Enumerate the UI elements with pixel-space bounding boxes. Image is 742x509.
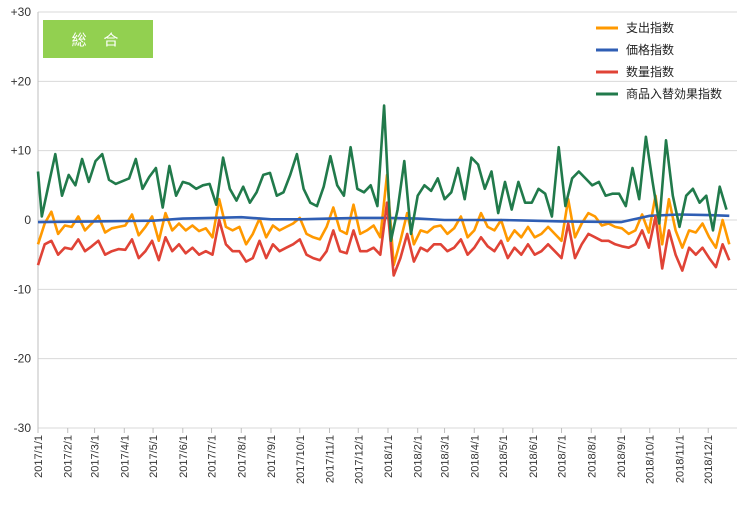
x-tick-label: 2018/5/1 (498, 435, 510, 478)
x-tick-label: 2018/6/1 (528, 435, 540, 478)
x-tick-label: 2017/4/1 (119, 435, 131, 478)
y-tick-label: +10 (11, 144, 32, 158)
y-tick-label: +30 (11, 5, 32, 19)
x-tick-label: 2018/12/1 (703, 435, 715, 484)
x-tick-label: 2018/9/1 (616, 435, 628, 478)
legend-label: 価格指数 (626, 42, 674, 57)
x-tick-label: 2017/12/1 (353, 435, 365, 484)
x-tick-label: 2017/5/1 (148, 435, 160, 478)
x-tick-label: 2017/9/1 (266, 435, 278, 478)
series-line-2 (36, 201, 731, 277)
y-tick-label: -30 (14, 421, 32, 435)
title-badge-background (43, 20, 153, 58)
x-tick-label: 2017/3/1 (90, 435, 102, 478)
x-tick-label: 2017/8/1 (236, 435, 248, 478)
y-tick-label: 0 (24, 213, 31, 227)
x-tick-label: 2018/2/1 (413, 435, 425, 478)
y-tick-label: -20 (14, 352, 32, 366)
y-tick-label: -10 (14, 282, 32, 296)
chart-title: 総 合 (72, 31, 125, 49)
x-tick-label: 2017/10/1 (295, 435, 307, 484)
y-tick-label: +20 (11, 74, 32, 88)
legend-label: 商品入替効果指数 (626, 86, 722, 101)
x-tick-label: 2018/4/1 (469, 435, 481, 478)
legend-label: 数量指数 (626, 64, 674, 79)
legend-label: 支出指数 (626, 20, 674, 35)
series-line-3 (36, 104, 728, 243)
x-tick-label: 2017/1/1 (33, 435, 45, 478)
x-tick-label: 2017/7/1 (207, 435, 219, 478)
x-tick-label: 2018/7/1 (557, 435, 569, 478)
x-axis-ticks: 2017/1/1 2017/2/1 2017/3/1 2017/4/1 2017/5/1… (33, 428, 715, 484)
x-tick-label: 2018/3/1 (440, 435, 452, 478)
x-tick-label: 2017/6/1 (178, 435, 190, 478)
y-axis-ticks: +30 +20 +10 0 -10 -20 -30 (11, 5, 32, 435)
x-tick-label: 2018/11/1 (674, 435, 686, 483)
x-tick-label: 2017/11/1 (324, 435, 336, 483)
x-tick-label: 2018/10/1 (645, 435, 657, 484)
title-badge: 総 合 (43, 20, 153, 58)
x-tick-label: 2017/2/1 (63, 435, 75, 478)
x-tick-label: 2018/8/1 (586, 435, 598, 478)
series-lines (36, 104, 731, 277)
x-tick-label: 2018/1/1 (383, 435, 395, 478)
